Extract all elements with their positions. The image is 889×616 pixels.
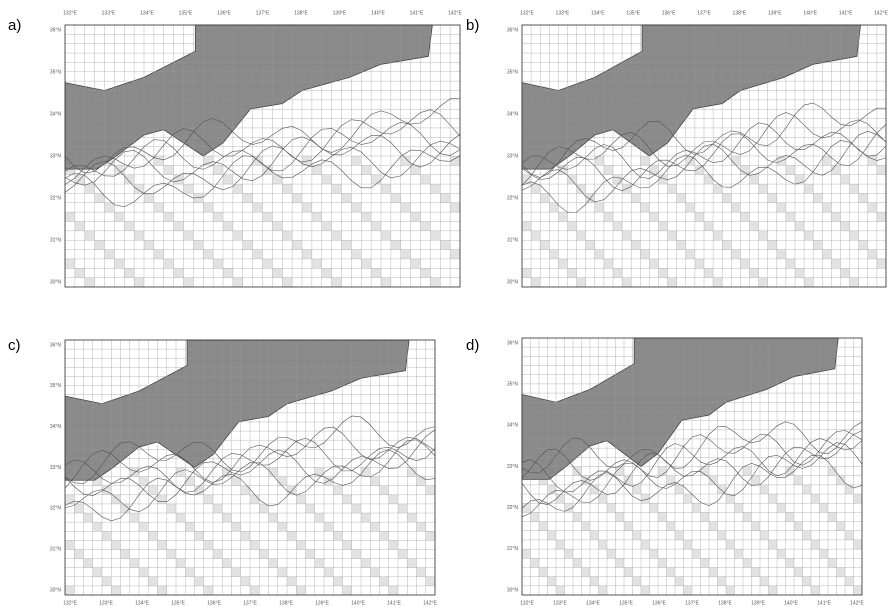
lon-label: 142°E (874, 10, 888, 16)
lon-label: 138°E (279, 600, 293, 606)
lon-label: 137°E (685, 600, 699, 606)
lat-label: 33°N (507, 464, 519, 470)
lat-label: 34°N (507, 111, 519, 117)
lon-label: 139°E (333, 10, 347, 16)
map (65, 25, 460, 287)
lon-label: 136°E (207, 600, 221, 606)
lat-label: 36°N (507, 340, 519, 346)
panel-label: c) (8, 337, 21, 354)
lat-label: 32°N (50, 506, 62, 512)
lon-label: 141°E (839, 10, 853, 16)
lon-label: 132°E (520, 600, 534, 606)
lat-label: 33°N (507, 153, 519, 159)
lon-label: 133°E (99, 600, 113, 606)
lat-label: 32°N (507, 505, 519, 511)
grid (65, 340, 435, 595)
lat-label: 32°N (507, 195, 519, 201)
lat-label: 36°N (507, 27, 519, 33)
lon-label: 134°E (135, 600, 149, 606)
lon-label: 137°E (697, 10, 711, 16)
lon-label: 141°E (387, 600, 401, 606)
lat-label: 36°N (50, 342, 62, 348)
lon-label: 139°E (768, 10, 782, 16)
lat-label: 33°N (50, 153, 62, 159)
lat-label: 35°N (507, 381, 519, 387)
lon-label: 140°E (784, 600, 798, 606)
map (522, 338, 862, 595)
lon-label: 134°E (586, 600, 600, 606)
lat-label: 32°N (50, 195, 62, 201)
lat-label: 35°N (50, 383, 62, 389)
lat-label: 30°N (507, 279, 519, 285)
lat-label: 31°N (507, 237, 519, 243)
lon-label: 135°E (619, 600, 633, 606)
lon-label: 138°E (294, 10, 308, 16)
lon-label: 133°E (556, 10, 570, 16)
lon-label: 133°E (102, 10, 116, 16)
lon-label: 142°E (850, 600, 864, 606)
lat-label: 33°N (50, 465, 62, 471)
lon-label: 137°E (256, 10, 270, 16)
panel-label: a) (8, 17, 21, 34)
lat-label: 34°N (507, 423, 519, 429)
grid (65, 25, 460, 287)
lon-label: 138°E (733, 10, 747, 16)
map (522, 25, 886, 287)
lon-label: 135°E (179, 10, 193, 16)
figure: a) 36°N 35°N 34°N 33°N 32°N 31°N 30°N 132°E 133°E… (0, 0, 889, 616)
lon-label: 132°E (63, 10, 77, 16)
lon-label: 141°E (410, 10, 424, 16)
lon-label: 139°E (751, 600, 765, 606)
lat-label: 31°N (507, 546, 519, 552)
lon-label: 142°E (448, 10, 462, 16)
lon-label: 140°E (803, 10, 817, 16)
lon-label: 142°E (423, 600, 437, 606)
lon-label: 135°E (171, 600, 185, 606)
lon-label: 138°E (718, 600, 732, 606)
lat-label: 30°N (507, 587, 519, 593)
lon-label: 133°E (553, 600, 567, 606)
grid (522, 25, 886, 287)
lat-label: 31°N (50, 237, 62, 243)
panel-label: d) (466, 337, 479, 354)
lat-label: 30°N (50, 279, 62, 285)
lat-label: 35°N (50, 69, 62, 75)
lon-label: 140°E (371, 10, 385, 16)
lat-label: 34°N (50, 424, 62, 430)
lat-label: 35°N (507, 69, 519, 75)
lon-label: 137°E (243, 600, 257, 606)
lon-label: 140°E (351, 600, 365, 606)
lon-label: 132°E (520, 10, 534, 16)
lon-label: 134°E (591, 10, 605, 16)
lon-label: 136°E (217, 10, 231, 16)
lat-label: 30°N (50, 587, 62, 593)
lon-label: 132°E (63, 600, 77, 606)
map (65, 340, 435, 595)
lat-label: 34°N (50, 111, 62, 117)
lat-label: 36°N (50, 27, 62, 33)
lon-label: 136°E (652, 600, 666, 606)
lon-label: 134°E (140, 10, 154, 16)
panel-label: b) (466, 17, 479, 34)
lat-label: 31°N (50, 546, 62, 552)
lon-label: 141°E (817, 600, 831, 606)
lon-label: 136°E (662, 10, 676, 16)
lon-label: 139°E (315, 600, 329, 606)
lon-label: 135°E (626, 10, 640, 16)
